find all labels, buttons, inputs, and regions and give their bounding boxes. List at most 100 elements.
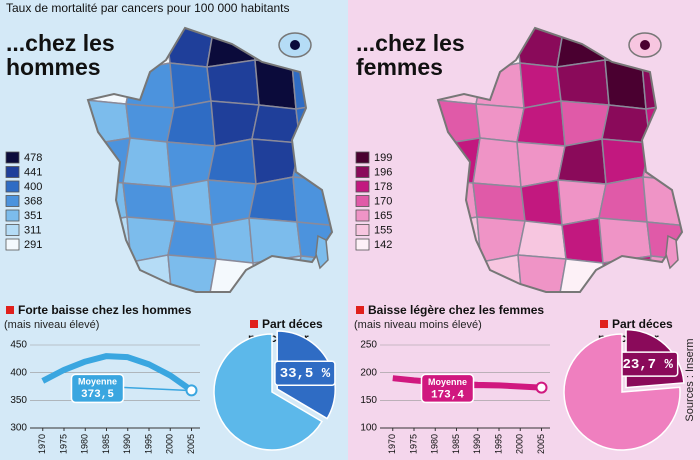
legend-swatch — [355, 224, 370, 236]
legend-label: 351 — [24, 210, 42, 222]
legend-swatch — [355, 195, 370, 207]
map-region — [206, 59, 260, 106]
legend-label: 196 — [374, 166, 392, 178]
y-tick-label: 300 — [10, 423, 27, 434]
map-region — [472, 182, 526, 222]
legend-label: 441 — [24, 166, 42, 178]
end-dot — [535, 381, 548, 394]
legend-swatch — [355, 166, 370, 178]
legend-swatch — [355, 209, 370, 222]
legend-swatch — [5, 180, 20, 193]
map-region — [248, 176, 298, 223]
legend-swatch — [5, 195, 20, 207]
x-tick-label: 2005 — [186, 434, 196, 454]
map-inset-center — [640, 40, 650, 50]
x-tick-label: 1995 — [143, 434, 153, 454]
map-region — [519, 62, 562, 109]
map-region — [169, 62, 212, 109]
map-outline — [436, 26, 684, 293]
legend-label: 478 — [24, 152, 42, 164]
legend-label: 155 — [374, 224, 392, 236]
x-tick-label: 1990 — [122, 434, 132, 454]
annotation-text: Moyenne — [428, 377, 467, 387]
map-region — [598, 176, 648, 223]
x-tick-label: 2005 — [536, 434, 546, 454]
title-marker — [6, 306, 14, 314]
x-tick-label: 1980 — [430, 434, 440, 454]
group: Baisse légère chez les femmes (mais nivea… — [354, 303, 550, 454]
y-tick-label: 350 — [10, 395, 27, 406]
value-label: 33,5 % — [280, 366, 331, 382]
line-series — [41, 353, 194, 393]
legend-label: 199 — [374, 152, 392, 164]
group: Forte baisse chez les hommes (mais niveau… — [4, 303, 200, 454]
x-tick-label: 2000 — [165, 434, 175, 454]
x-tick-label: 1995 — [493, 434, 503, 454]
map-region — [475, 103, 525, 143]
x-tick-label: 1980 — [80, 434, 90, 454]
map-region — [166, 100, 216, 147]
map-inset-center — [290, 40, 300, 50]
legend-swatch — [5, 209, 20, 222]
annotation-value: 173,4 — [431, 389, 464, 401]
pie-title: Part déces — [262, 317, 323, 331]
map-region — [211, 217, 254, 264]
legend-label: 368 — [24, 195, 42, 207]
x-tick-label: 1985 — [451, 434, 461, 454]
y-tick-label: 400 — [10, 367, 27, 378]
annotation-box — [70, 373, 125, 404]
map-region — [125, 103, 175, 143]
x-tick-label: 1975 — [58, 434, 68, 454]
x-tick-label: 2000 — [515, 434, 525, 454]
legend-label: 178 — [374, 181, 392, 193]
end-dot — [185, 384, 198, 397]
pie-slice — [213, 333, 323, 451]
legend-swatch — [5, 238, 20, 251]
chart-subtitle: (mais niveau moins élevé) — [354, 319, 482, 331]
map-region — [207, 138, 257, 185]
x-tick-label: 1970 — [387, 434, 397, 454]
map-region — [472, 137, 522, 188]
map-region — [557, 138, 607, 185]
map-region — [167, 220, 217, 260]
chart-title: Baisse légère chez les femmes — [368, 303, 544, 317]
map-region — [561, 217, 604, 264]
group: Part décespar cancer23,7 % — [563, 317, 685, 451]
title-marker — [250, 320, 258, 328]
legend-label: 400 — [24, 181, 42, 193]
legend-label: 291 — [24, 239, 42, 251]
map-region — [122, 137, 172, 188]
annotation-leader — [121, 386, 187, 392]
value-label: 23,7 % — [622, 357, 673, 373]
title-marker — [600, 320, 608, 328]
y-tick-label: 250 — [360, 340, 377, 351]
heading: hommes — [6, 54, 101, 80]
chart-subtitle: (mais niveau élevé) — [4, 319, 99, 331]
group: Part décespar cancer33,5 % — [213, 317, 336, 451]
legend-label: 142 — [374, 239, 392, 251]
x-tick-label: 1970 — [37, 434, 47, 454]
legend-swatch — [5, 151, 20, 164]
corsica — [315, 234, 329, 270]
legend-swatch — [5, 224, 20, 236]
map-outline — [86, 26, 334, 293]
chart-title: Forte baisse chez les hommes — [18, 303, 192, 317]
map-region — [520, 179, 563, 226]
title-marker — [356, 306, 364, 314]
y-tick-label: 200 — [360, 367, 377, 378]
legend-swatch — [5, 166, 20, 178]
heading: ...chez les — [356, 30, 465, 56]
legend-swatch — [355, 180, 370, 193]
y-tick-label: 100 — [360, 423, 377, 434]
y-tick-label: 150 — [360, 395, 377, 406]
legend-swatch — [355, 238, 370, 251]
x-tick-label: 1975 — [408, 434, 418, 454]
legend-label: 165 — [374, 210, 392, 222]
heading: ...chez les — [6, 30, 115, 56]
map-region — [556, 59, 610, 106]
pie-title: Part déces — [612, 317, 673, 331]
map-region — [517, 220, 567, 260]
x-tick-label: 1990 — [472, 434, 482, 454]
value-label-box — [274, 360, 336, 386]
